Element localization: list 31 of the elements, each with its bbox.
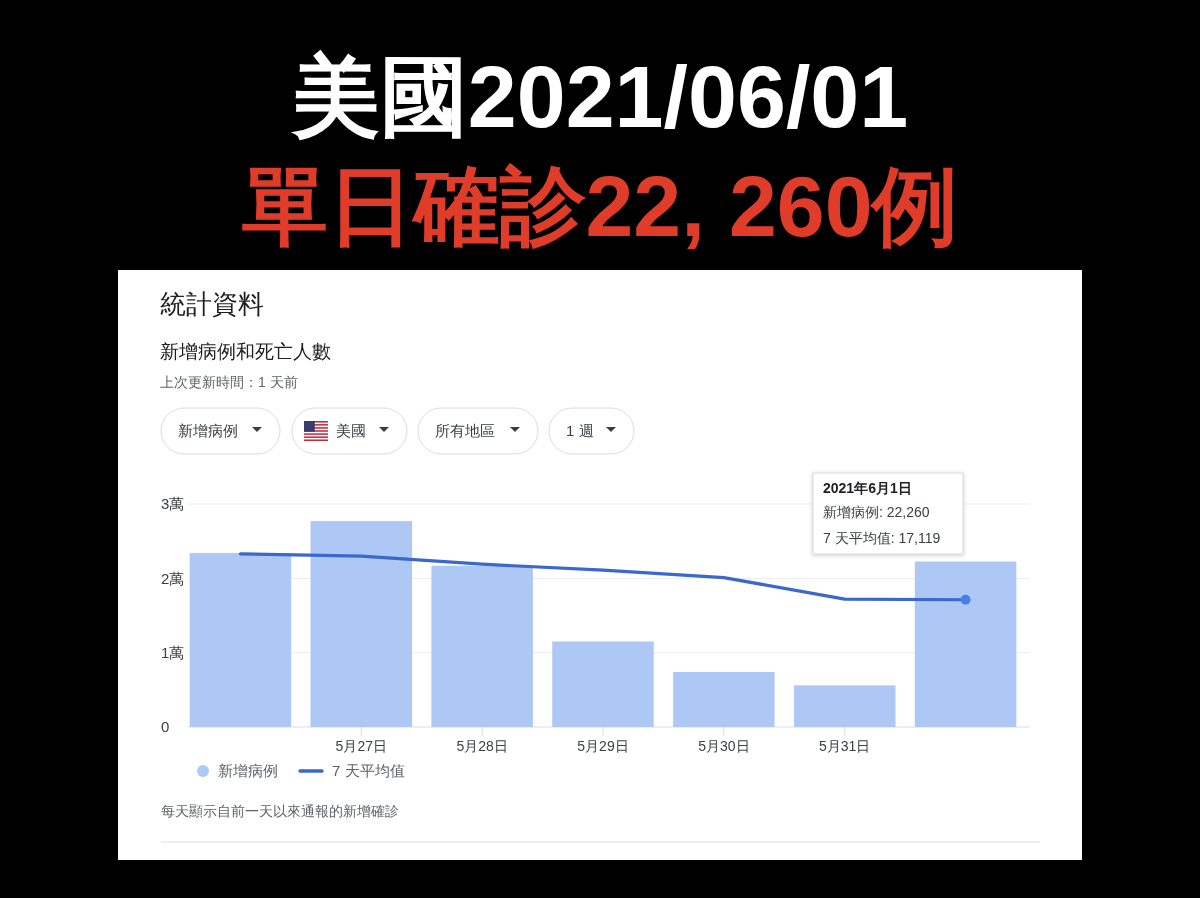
legend-label: 新增病例: [218, 762, 278, 779]
annotation: 7 天平均值: 17,119: [823, 530, 941, 546]
x-tick-label: 5月30日: [698, 738, 750, 754]
text: 上次更新時間：1 天前: [160, 374, 298, 390]
bar: [310, 521, 413, 727]
x-tick-label: 5月29日: [577, 738, 629, 754]
annotation: 新增病例: 22,260: [823, 504, 930, 520]
text: 新增病例和死亡人數: [160, 341, 331, 362]
y-tick-label: 0: [161, 718, 170, 736]
y-tick-label: 2萬: [161, 569, 185, 587]
text: 每天顯示自前一天以來通報的新增確診: [161, 803, 399, 819]
y-tick-label: 3萬: [161, 495, 185, 513]
y-tick-label: 1萬: [161, 643, 185, 661]
chart-title: 美國2021/06/01: [289, 47, 909, 146]
text: 統計資料: [160, 289, 264, 319]
x-tick-label: 5月28日: [456, 738, 508, 754]
text: 美國: [336, 422, 366, 439]
text: 新增病例: [178, 422, 238, 439]
bar: [552, 641, 654, 727]
text: 2021年6月1日: [823, 480, 912, 496]
bar: [914, 561, 1017, 727]
x-tick-label: 5月27日: [335, 738, 387, 754]
bar: [793, 685, 896, 727]
text: 所有地區: [435, 422, 495, 439]
text: 1 週: [566, 422, 594, 439]
bar: [431, 565, 533, 727]
bar: [189, 553, 292, 727]
chart-subtitle: 單日確診22, 260例: [241, 158, 959, 254]
x-tick-label: 5月31日: [819, 738, 871, 754]
legend-label: 7 天平均值: [332, 762, 405, 779]
bar: [673, 671, 775, 727]
